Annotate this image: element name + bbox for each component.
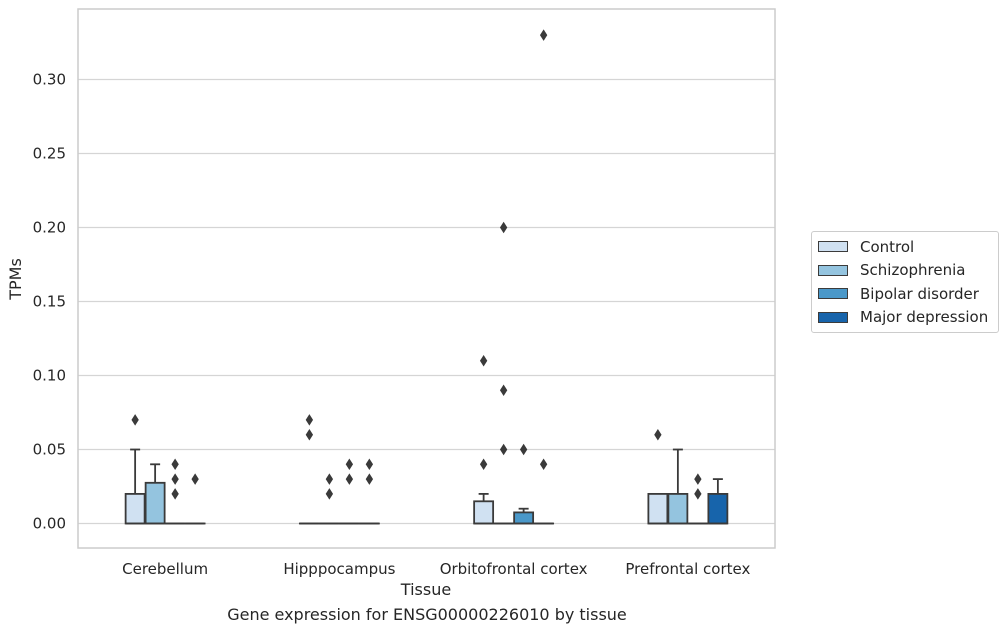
- legend-swatch: [818, 241, 848, 253]
- outlier-point: [345, 458, 354, 471]
- x-tick-label: Orbitofrontal cortex: [440, 560, 588, 578]
- box-body: [647, 492, 669, 525]
- box-control: [124, 414, 146, 525]
- legend-label: Schizophrenia: [860, 261, 966, 280]
- outlier-point: [365, 473, 374, 485]
- box-bipolar-disorder: [687, 473, 709, 525]
- legend: Control Schizophrenia Bipolar disorder Majo…: [811, 231, 999, 333]
- outlier-point: [654, 428, 662, 441]
- outlier-point: [694, 473, 702, 485]
- box-bipolar-disorder: [513, 443, 535, 525]
- legend-item: Schizophrenia: [812, 259, 998, 283]
- x-tick-label: Hipppocampus: [283, 560, 395, 578]
- box-major-depression: [533, 29, 555, 525]
- plot-frame: [77, 8, 776, 549]
- outlier-point: [191, 473, 199, 485]
- box-body: [473, 500, 495, 525]
- outlier-point: [345, 473, 354, 485]
- gridlines: [78, 78, 775, 525]
- x-tick-label: Prefrontal cortex: [625, 560, 750, 578]
- outlier-point: [365, 458, 374, 471]
- box-major-depression: [358, 458, 380, 525]
- box-bipolar-disorder: [338, 458, 360, 525]
- y-tick-label: 0.25: [33, 145, 66, 163]
- outlier-point: [499, 443, 508, 456]
- outlier-point: [694, 488, 702, 500]
- box-major-depression: [184, 473, 206, 525]
- x-axis-title: Tissue: [400, 580, 451, 599]
- outlier-point: [325, 473, 334, 485]
- y-tick-label: 0.30: [33, 71, 66, 89]
- outlier-point: [171, 488, 179, 500]
- legend-label: Control: [860, 237, 915, 256]
- y-tick-label: 0.00: [33, 515, 66, 533]
- legend-label: Major depression: [860, 308, 989, 327]
- box-schizophrenia: [667, 448, 689, 525]
- box-plot-series: [124, 29, 729, 525]
- legend-label: Bipolar disorder: [860, 284, 979, 303]
- box-control: [473, 354, 495, 525]
- legend-item: Major depression: [812, 306, 998, 330]
- legend-item: Bipolar disorder: [812, 282, 998, 306]
- outlier-point: [131, 414, 139, 426]
- outlier-point: [539, 29, 548, 41]
- outlier-point: [171, 458, 179, 471]
- outlier-point: [519, 443, 528, 456]
- legend-swatch: [818, 311, 848, 323]
- box-control: [647, 428, 669, 525]
- y-axis-ticks: 0.00 0.05 0.10 0.15 0.20 0.25 0.30: [33, 71, 66, 533]
- box-major-depression: [707, 478, 729, 525]
- box-body: [513, 511, 535, 525]
- outlier-point: [539, 458, 548, 471]
- chart-caption: Gene expression for ENSG00000226010 by t…: [227, 605, 627, 624]
- box-body: [707, 492, 729, 525]
- box-body: [124, 492, 146, 525]
- x-axis-ticks: Cerebellum Hipppocampus Orbitofrontal cort…: [122, 560, 750, 578]
- legend-swatch: [818, 264, 848, 276]
- outlier-point: [479, 354, 488, 367]
- y-tick-label: 0.15: [33, 293, 66, 311]
- box-bipolar-disorder: [164, 458, 186, 525]
- box-body: [667, 492, 689, 525]
- outlier-point: [305, 428, 314, 441]
- outlier-point: [499, 384, 508, 397]
- outlier-point: [499, 221, 508, 234]
- y-tick-label: 0.20: [33, 219, 66, 237]
- y-tick-label: 0.10: [33, 367, 66, 385]
- outlier-point: [171, 473, 179, 485]
- outlier-point: [325, 488, 334, 500]
- box-body: [144, 481, 166, 525]
- x-tick-label: Cerebellum: [122, 560, 208, 578]
- box-schizophrenia: [493, 221, 515, 525]
- box-control: [298, 414, 320, 525]
- outlier-point: [479, 458, 488, 471]
- y-axis-title: TPMs: [6, 258, 25, 301]
- box-schizophrenia: [318, 473, 340, 525]
- legend-item: Control: [812, 235, 998, 259]
- outlier-point: [305, 414, 314, 426]
- legend-swatch: [818, 288, 848, 300]
- box-schizophrenia: [144, 463, 166, 525]
- y-tick-label: 0.05: [33, 441, 66, 459]
